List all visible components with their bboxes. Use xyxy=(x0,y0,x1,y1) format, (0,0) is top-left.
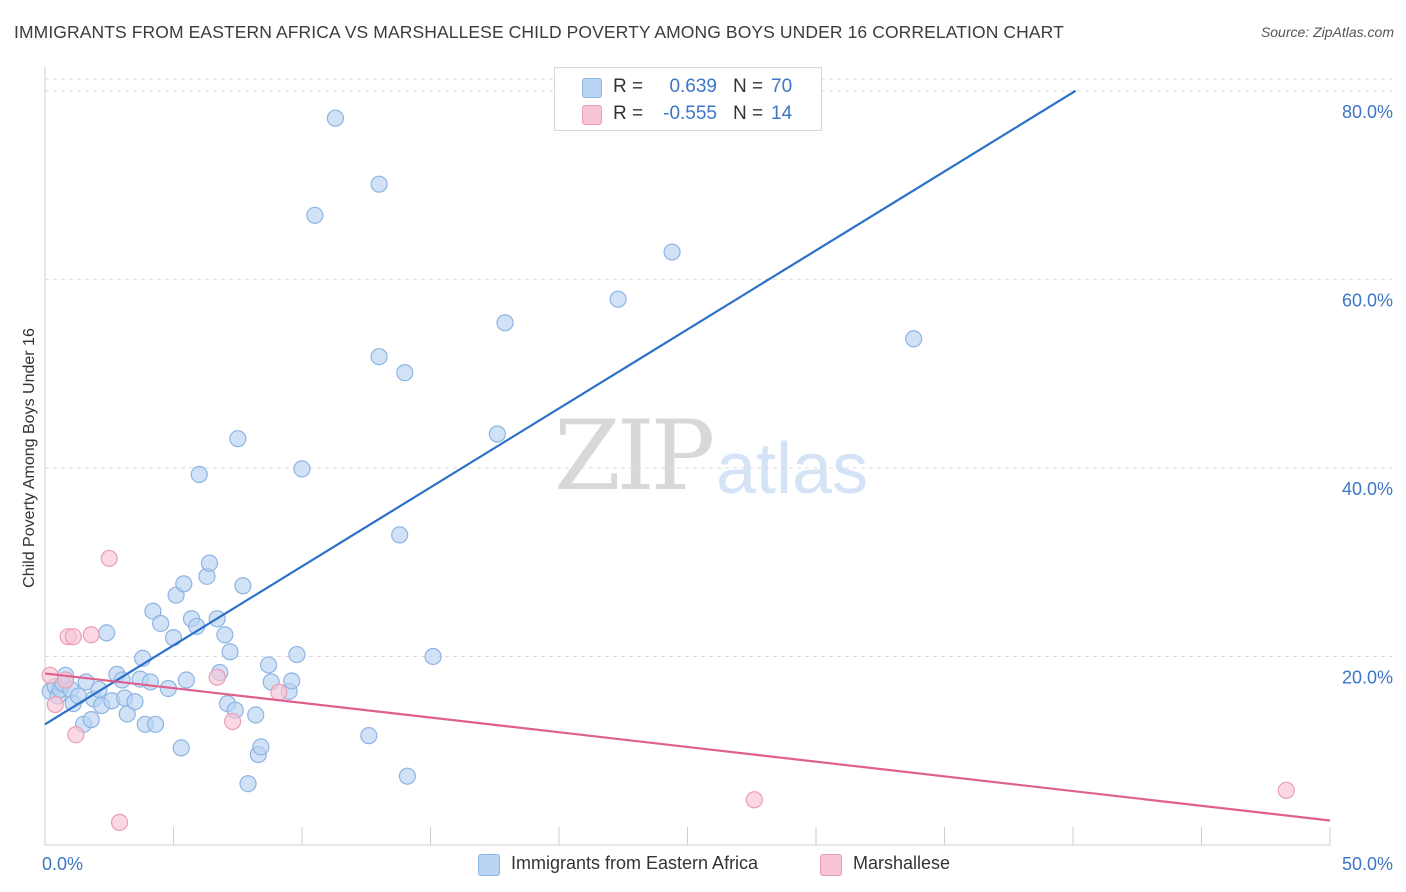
watermark-zip: ZIP xyxy=(554,400,715,512)
data-point-eastern-africa xyxy=(200,554,219,572)
axes xyxy=(44,67,1331,846)
y-tick-label: 80.0% xyxy=(1342,102,1393,122)
legend-n-label: N = xyxy=(733,103,764,124)
data-point-eastern-africa xyxy=(113,671,131,689)
y-tick-label: 40.0% xyxy=(1342,479,1393,499)
data-point-eastern-africa xyxy=(234,577,252,595)
data-point-marshallese xyxy=(64,628,82,646)
data-point-eastern-africa xyxy=(293,460,311,478)
data-point-eastern-africa xyxy=(216,626,234,644)
legend-row-eastern-africa: R = 0.639 N = 70 xyxy=(555,74,821,100)
data-point-eastern-africa xyxy=(252,738,270,756)
series-eastern-africa-points xyxy=(41,109,923,793)
data-point-eastern-africa xyxy=(146,715,165,733)
data-point-eastern-africa xyxy=(172,739,190,757)
legend-swatch-blue xyxy=(582,78,602,98)
data-point-eastern-africa xyxy=(118,705,136,723)
series-marshallese-points xyxy=(41,549,1295,831)
data-point-eastern-africa xyxy=(396,364,414,382)
legend-swatch-pink xyxy=(820,854,842,876)
data-point-eastern-africa xyxy=(370,348,388,366)
data-point-eastern-africa xyxy=(283,672,301,690)
data-point-marshallese xyxy=(100,549,118,568)
data-point-eastern-africa xyxy=(259,656,278,674)
data-point-eastern-africa xyxy=(905,330,923,348)
data-point-eastern-africa xyxy=(488,425,506,443)
grid-lines xyxy=(45,78,1392,657)
legend-label: Immigrants from Eastern Africa xyxy=(511,853,759,873)
legend-swatch-blue xyxy=(478,854,500,876)
data-point-marshallese xyxy=(110,813,129,831)
data-point-eastern-africa xyxy=(288,645,306,664)
legend-n-value: 70 xyxy=(771,76,793,97)
legend-r-value: 0.639 xyxy=(669,76,717,97)
data-point-eastern-africa xyxy=(82,711,100,729)
data-point-marshallese xyxy=(67,726,85,744)
y-tick-label: 20.0% xyxy=(1342,667,1393,687)
data-point-eastern-africa xyxy=(229,430,247,448)
trend-line-eastern-africa xyxy=(44,89,1077,726)
correlation-legend: R = 0.639 N = 70 R = -0.555 N = 14 xyxy=(554,67,822,131)
data-point-marshallese xyxy=(224,712,242,731)
watermark-atlas: atlas xyxy=(716,429,869,509)
data-point-eastern-africa xyxy=(152,614,170,633)
data-point-marshallese xyxy=(208,668,226,686)
data-point-marshallese xyxy=(46,695,64,714)
data-point-eastern-africa xyxy=(141,673,159,691)
legend-n-value: 14 xyxy=(771,103,793,124)
y-tick-label: 60.0% xyxy=(1342,290,1393,310)
data-point-eastern-africa xyxy=(391,526,409,544)
data-point-marshallese xyxy=(1277,781,1295,799)
legend-r-value: -0.555 xyxy=(663,103,717,124)
data-point-eastern-africa xyxy=(164,629,183,647)
x-tick-label: 50.0% xyxy=(1342,854,1393,874)
data-point-eastern-africa xyxy=(609,290,627,308)
trend-lines xyxy=(44,89,1331,822)
data-point-eastern-africa xyxy=(326,109,345,127)
series-legend: Immigrants from Eastern Africa Marshalle… xyxy=(0,852,1406,878)
data-point-eastern-africa xyxy=(144,602,162,620)
data-point-eastern-africa xyxy=(98,624,116,642)
data-point-eastern-africa xyxy=(126,693,144,711)
data-point-eastern-africa xyxy=(306,206,324,224)
legend-row-marshallese: R = -0.555 N = 14 xyxy=(555,101,821,127)
data-point-eastern-africa xyxy=(177,671,195,689)
data-point-eastern-africa xyxy=(663,243,681,261)
legend-swatch-pink xyxy=(582,105,602,125)
data-point-eastern-africa xyxy=(370,175,388,193)
source-credit: Source: ZipAtlas.com xyxy=(1260,24,1394,40)
data-point-marshallese xyxy=(270,683,288,701)
trend-line-marshallese xyxy=(44,672,1331,822)
data-point-marshallese xyxy=(82,626,100,644)
legend-n-label: N = xyxy=(733,76,764,97)
data-point-eastern-africa xyxy=(424,647,442,666)
data-point-eastern-africa xyxy=(496,314,514,332)
legend-r-label: R = xyxy=(613,76,644,97)
data-point-eastern-africa xyxy=(398,767,416,785)
data-point-eastern-africa xyxy=(247,706,265,724)
data-point-eastern-africa xyxy=(69,687,88,705)
tick-labels: 20.0% 40.0% 60.0% 80.0% 0.0% 50.0% xyxy=(42,102,1393,874)
data-point-eastern-africa xyxy=(190,465,208,484)
data-point-eastern-africa xyxy=(239,775,257,793)
data-point-eastern-africa xyxy=(360,727,378,745)
x-tick-label: 0.0% xyxy=(42,854,83,874)
legend-r-label: R = xyxy=(613,103,644,124)
chart-title: IMMIGRANTS FROM EASTERN AFRICA VS MARSHA… xyxy=(14,22,1064,42)
data-point-eastern-africa xyxy=(175,575,193,593)
data-point-marshallese xyxy=(745,791,763,809)
data-point-eastern-africa xyxy=(221,643,239,661)
legend-label: Marshallese xyxy=(853,853,951,873)
